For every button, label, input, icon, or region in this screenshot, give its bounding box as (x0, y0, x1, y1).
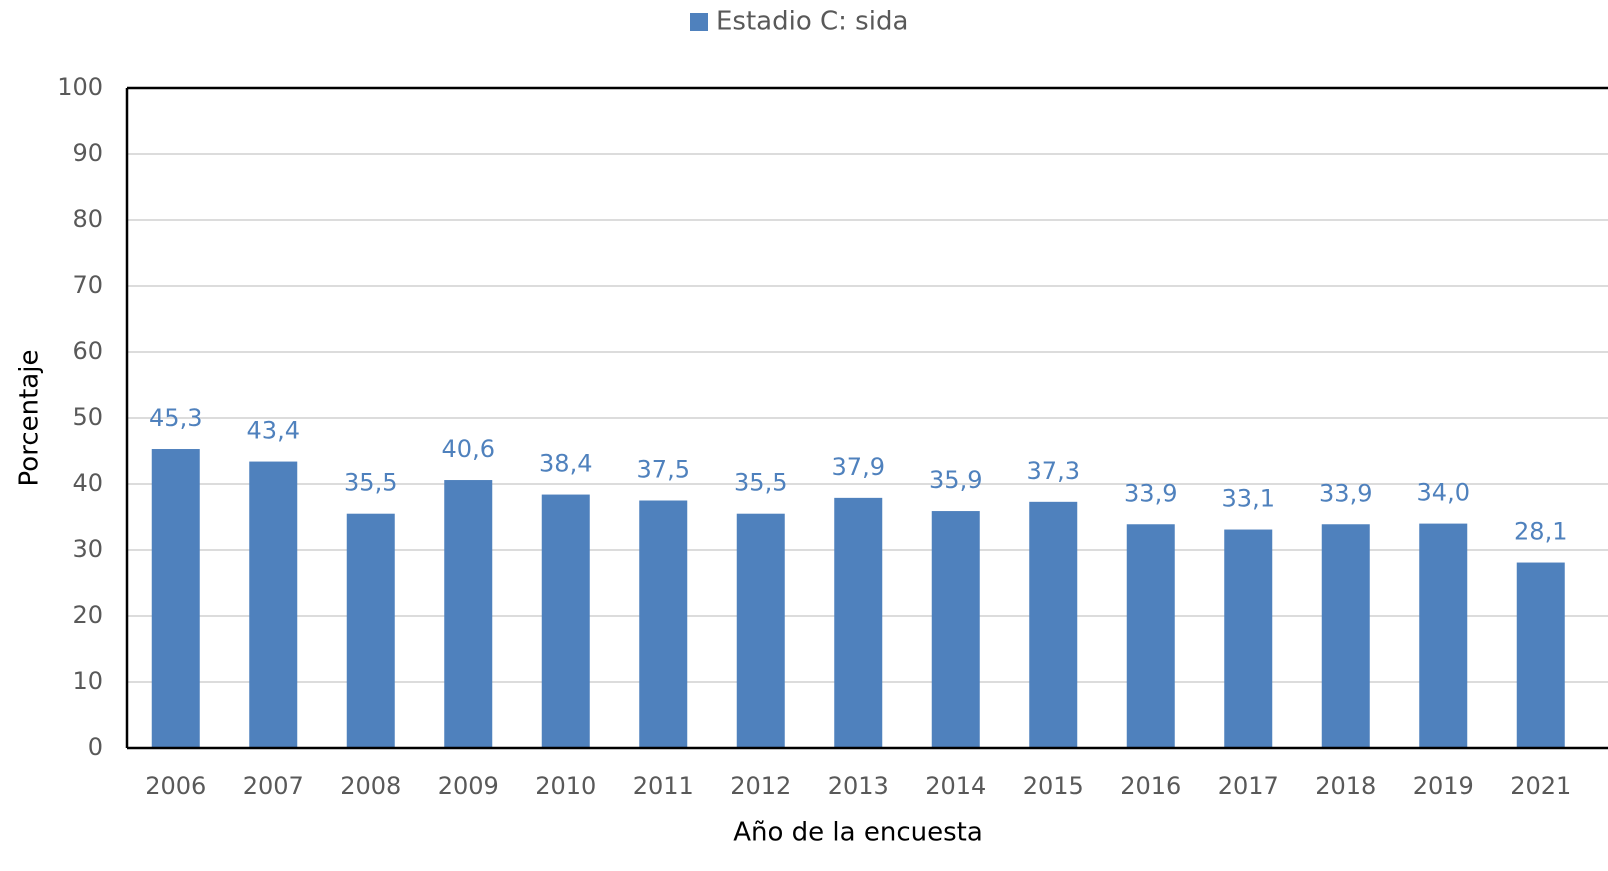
bar (639, 500, 688, 748)
value-label: 34,0 (1417, 479, 1470, 507)
y-tick-label: 80 (72, 205, 103, 233)
value-label: 35,9 (929, 466, 982, 494)
y-tick-label: 30 (72, 535, 103, 563)
x-tick-label: 2008 (340, 772, 401, 800)
x-tick-label: 2006 (145, 772, 206, 800)
bar (346, 513, 395, 748)
value-label: 33,9 (1124, 479, 1177, 507)
legend-label: Estadio C: sida (716, 7, 908, 37)
x-tick-label: 2017 (1218, 772, 1279, 800)
value-label: 33,1 (1222, 485, 1275, 513)
x-tick-label: 2018 (1315, 772, 1376, 800)
value-label: 37,9 (832, 453, 885, 481)
x-tick-label: 2019 (1413, 772, 1474, 800)
value-label: 38,4 (539, 450, 592, 478)
x-tick-label: 2012 (730, 772, 791, 800)
y-axis-title: Porcentaje (15, 350, 45, 487)
bar (1029, 501, 1078, 748)
y-tick-label: 0 (88, 733, 103, 761)
x-tick-label: 2016 (1120, 772, 1181, 800)
y-tick-label: 60 (72, 337, 103, 365)
bar (1126, 524, 1175, 748)
bar (834, 497, 883, 748)
value-label: 28,1 (1514, 518, 1567, 546)
bar (1321, 524, 1370, 748)
bar (931, 511, 980, 748)
bar (736, 513, 785, 748)
x-tick-label: 2007 (243, 772, 304, 800)
y-tick-label: 10 (72, 667, 103, 695)
x-axis-title: Año de la encuesta (733, 818, 983, 848)
y-tick-label: 50 (72, 403, 103, 431)
value-label: 33,9 (1319, 479, 1372, 507)
value-label: 37,5 (637, 456, 690, 484)
bar (541, 494, 590, 748)
x-tick-label: 2013 (828, 772, 889, 800)
value-label: 37,3 (1027, 457, 1080, 485)
bar (1224, 529, 1273, 748)
x-tick-label: 2011 (633, 772, 694, 800)
bar (151, 449, 200, 748)
bar (444, 480, 493, 748)
bar (1516, 562, 1565, 748)
value-label: 35,5 (344, 469, 397, 497)
y-tick-label: 20 (72, 601, 103, 629)
x-tick-label: 2009 (438, 772, 499, 800)
bar (1419, 523, 1468, 748)
value-label: 43,4 (247, 417, 300, 445)
value-label: 40,6 (442, 435, 495, 463)
value-label: 45,3 (149, 404, 202, 432)
y-tick-label: 70 (72, 271, 103, 299)
value-label: 35,5 (734, 469, 787, 497)
x-tick-label: 2021 (1510, 772, 1571, 800)
bar (249, 461, 298, 748)
x-tick-label: 2010 (535, 772, 596, 800)
x-tick-label: 2015 (1023, 772, 1084, 800)
y-tick-label: 100 (57, 73, 103, 101)
y-tick-label: 90 (72, 139, 103, 167)
legend-swatch (690, 13, 708, 31)
y-tick-label: 40 (72, 469, 103, 497)
x-tick-label: 2014 (925, 772, 986, 800)
